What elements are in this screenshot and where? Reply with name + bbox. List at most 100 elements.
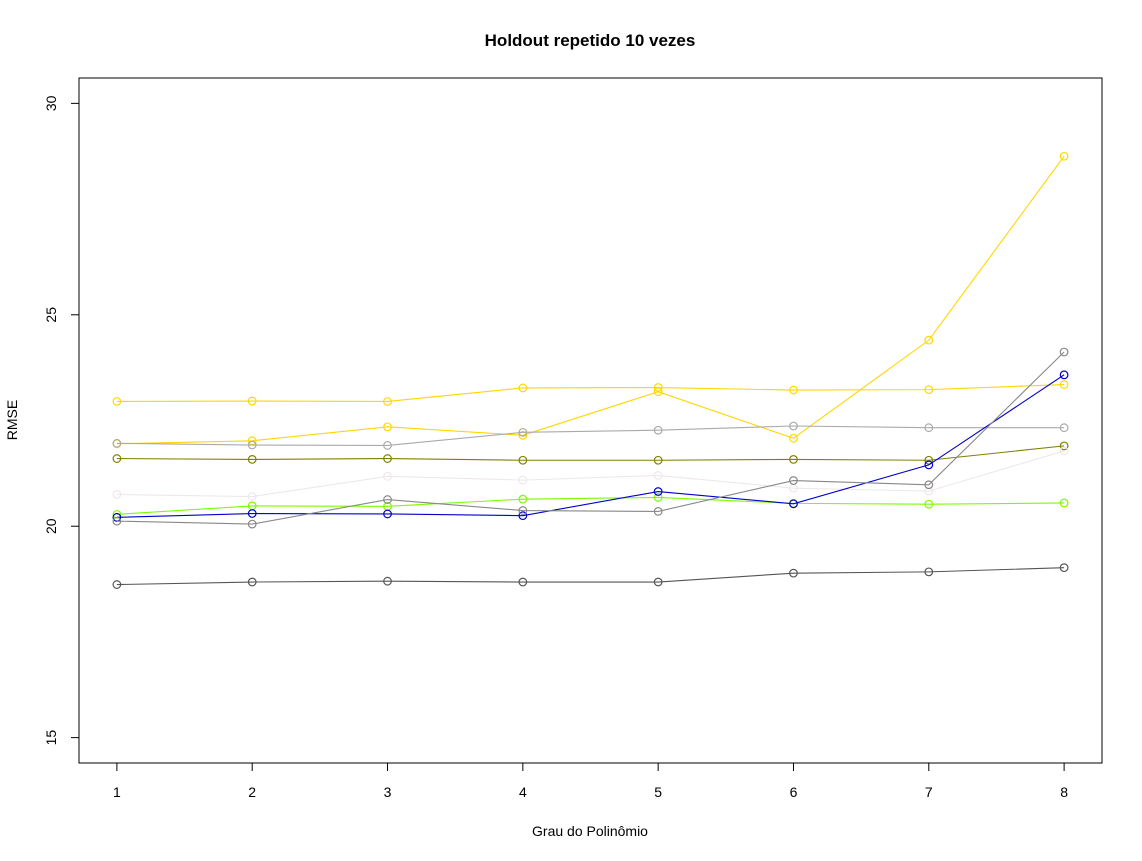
data-point [1059,563,1069,573]
data-point [383,441,392,450]
series-line [116,374,1065,518]
data-point [653,487,663,496]
series-line [116,496,1065,515]
data-point [789,433,798,443]
series-1 [112,151,1069,449]
series-line [116,445,1065,461]
data-point [924,567,934,577]
data-point [112,512,122,522]
plot-frame [78,77,1103,764]
data-point [789,455,798,464]
data-point [112,580,122,589]
data-point [924,486,934,496]
series-9 [112,563,1069,589]
data-point [112,454,122,463]
data-point [112,516,122,526]
data-point [1059,151,1069,161]
series-3 [112,421,1069,450]
data-point [112,490,122,499]
series-line [116,567,1065,586]
data-point [1059,441,1069,451]
y-tick-label: 25 [43,307,59,323]
data-point [518,455,528,465]
data-point [518,430,528,440]
data-point [1059,423,1069,433]
x-tick-label: 7 [925,784,933,800]
x-tick-label: 6 [790,784,798,800]
data-point [383,495,392,504]
series-line [116,450,1065,498]
data-point [383,454,392,463]
data-point [653,383,663,392]
y-axis-label: RMSE [4,400,20,440]
data-point [247,519,257,529]
series-layer [112,151,1069,589]
data-point [383,509,392,519]
data-point [924,335,934,345]
data-point [789,421,798,431]
data-point [518,475,528,485]
data-point [924,460,934,470]
data-point [518,511,528,521]
x-tick-label: 8 [1060,784,1068,800]
data-point [247,577,257,587]
x-tick-label: 2 [248,784,256,800]
data-point [924,423,934,433]
series-4 [112,441,1069,465]
series-7 [112,370,1069,522]
series-line [116,384,1065,403]
data-point [1059,380,1069,389]
data-point [924,385,934,395]
x-axis: 1 2 3 4 5 6 7 8 [113,762,1068,800]
data-point [247,509,257,518]
data-point [924,480,934,490]
data-point [653,471,663,480]
data-point [112,438,122,448]
data-point [247,396,257,406]
series-5 [112,446,1069,502]
data-point [789,385,798,395]
data-point [247,492,257,502]
data-point [789,499,798,509]
data-point [518,577,528,587]
data-point [653,455,663,465]
x-axis-label: Grau do Polinômio [532,823,648,839]
data-point [653,493,663,502]
x-tick-label: 3 [384,784,392,800]
data-point [112,509,122,519]
series-8 [112,347,1069,529]
data-point [1059,498,1069,508]
y-tick-label: 30 [43,95,59,111]
data-point [1059,370,1069,380]
data-point [518,494,528,504]
x-tick-label: 4 [519,784,527,800]
data-point [1059,446,1069,456]
y-axis: 15 20 25 30 [43,95,80,746]
data-point [518,427,528,437]
data-point [518,506,528,515]
data-point [247,455,257,464]
y-tick-label: 15 [43,730,59,746]
x-tick-label: 1 [113,784,121,800]
series-line [116,351,1065,525]
x-tick-label: 5 [654,784,662,800]
data-point [112,397,122,406]
data-point [383,397,392,406]
data-point [789,568,798,578]
chart-title: Holdout repetido 10 vezes [485,31,696,50]
data-point [383,471,392,481]
y-tick-label: 20 [43,518,59,534]
data-point [924,455,934,465]
data-point [383,576,392,586]
data-point [653,577,663,587]
data-point [383,422,392,432]
data-point [653,425,663,435]
data-point [247,440,257,450]
series-line [116,155,1065,445]
data-point [518,383,528,393]
series-line [116,425,1065,447]
data-point [653,507,663,516]
series-2 [112,380,1069,406]
data-point [789,476,798,485]
